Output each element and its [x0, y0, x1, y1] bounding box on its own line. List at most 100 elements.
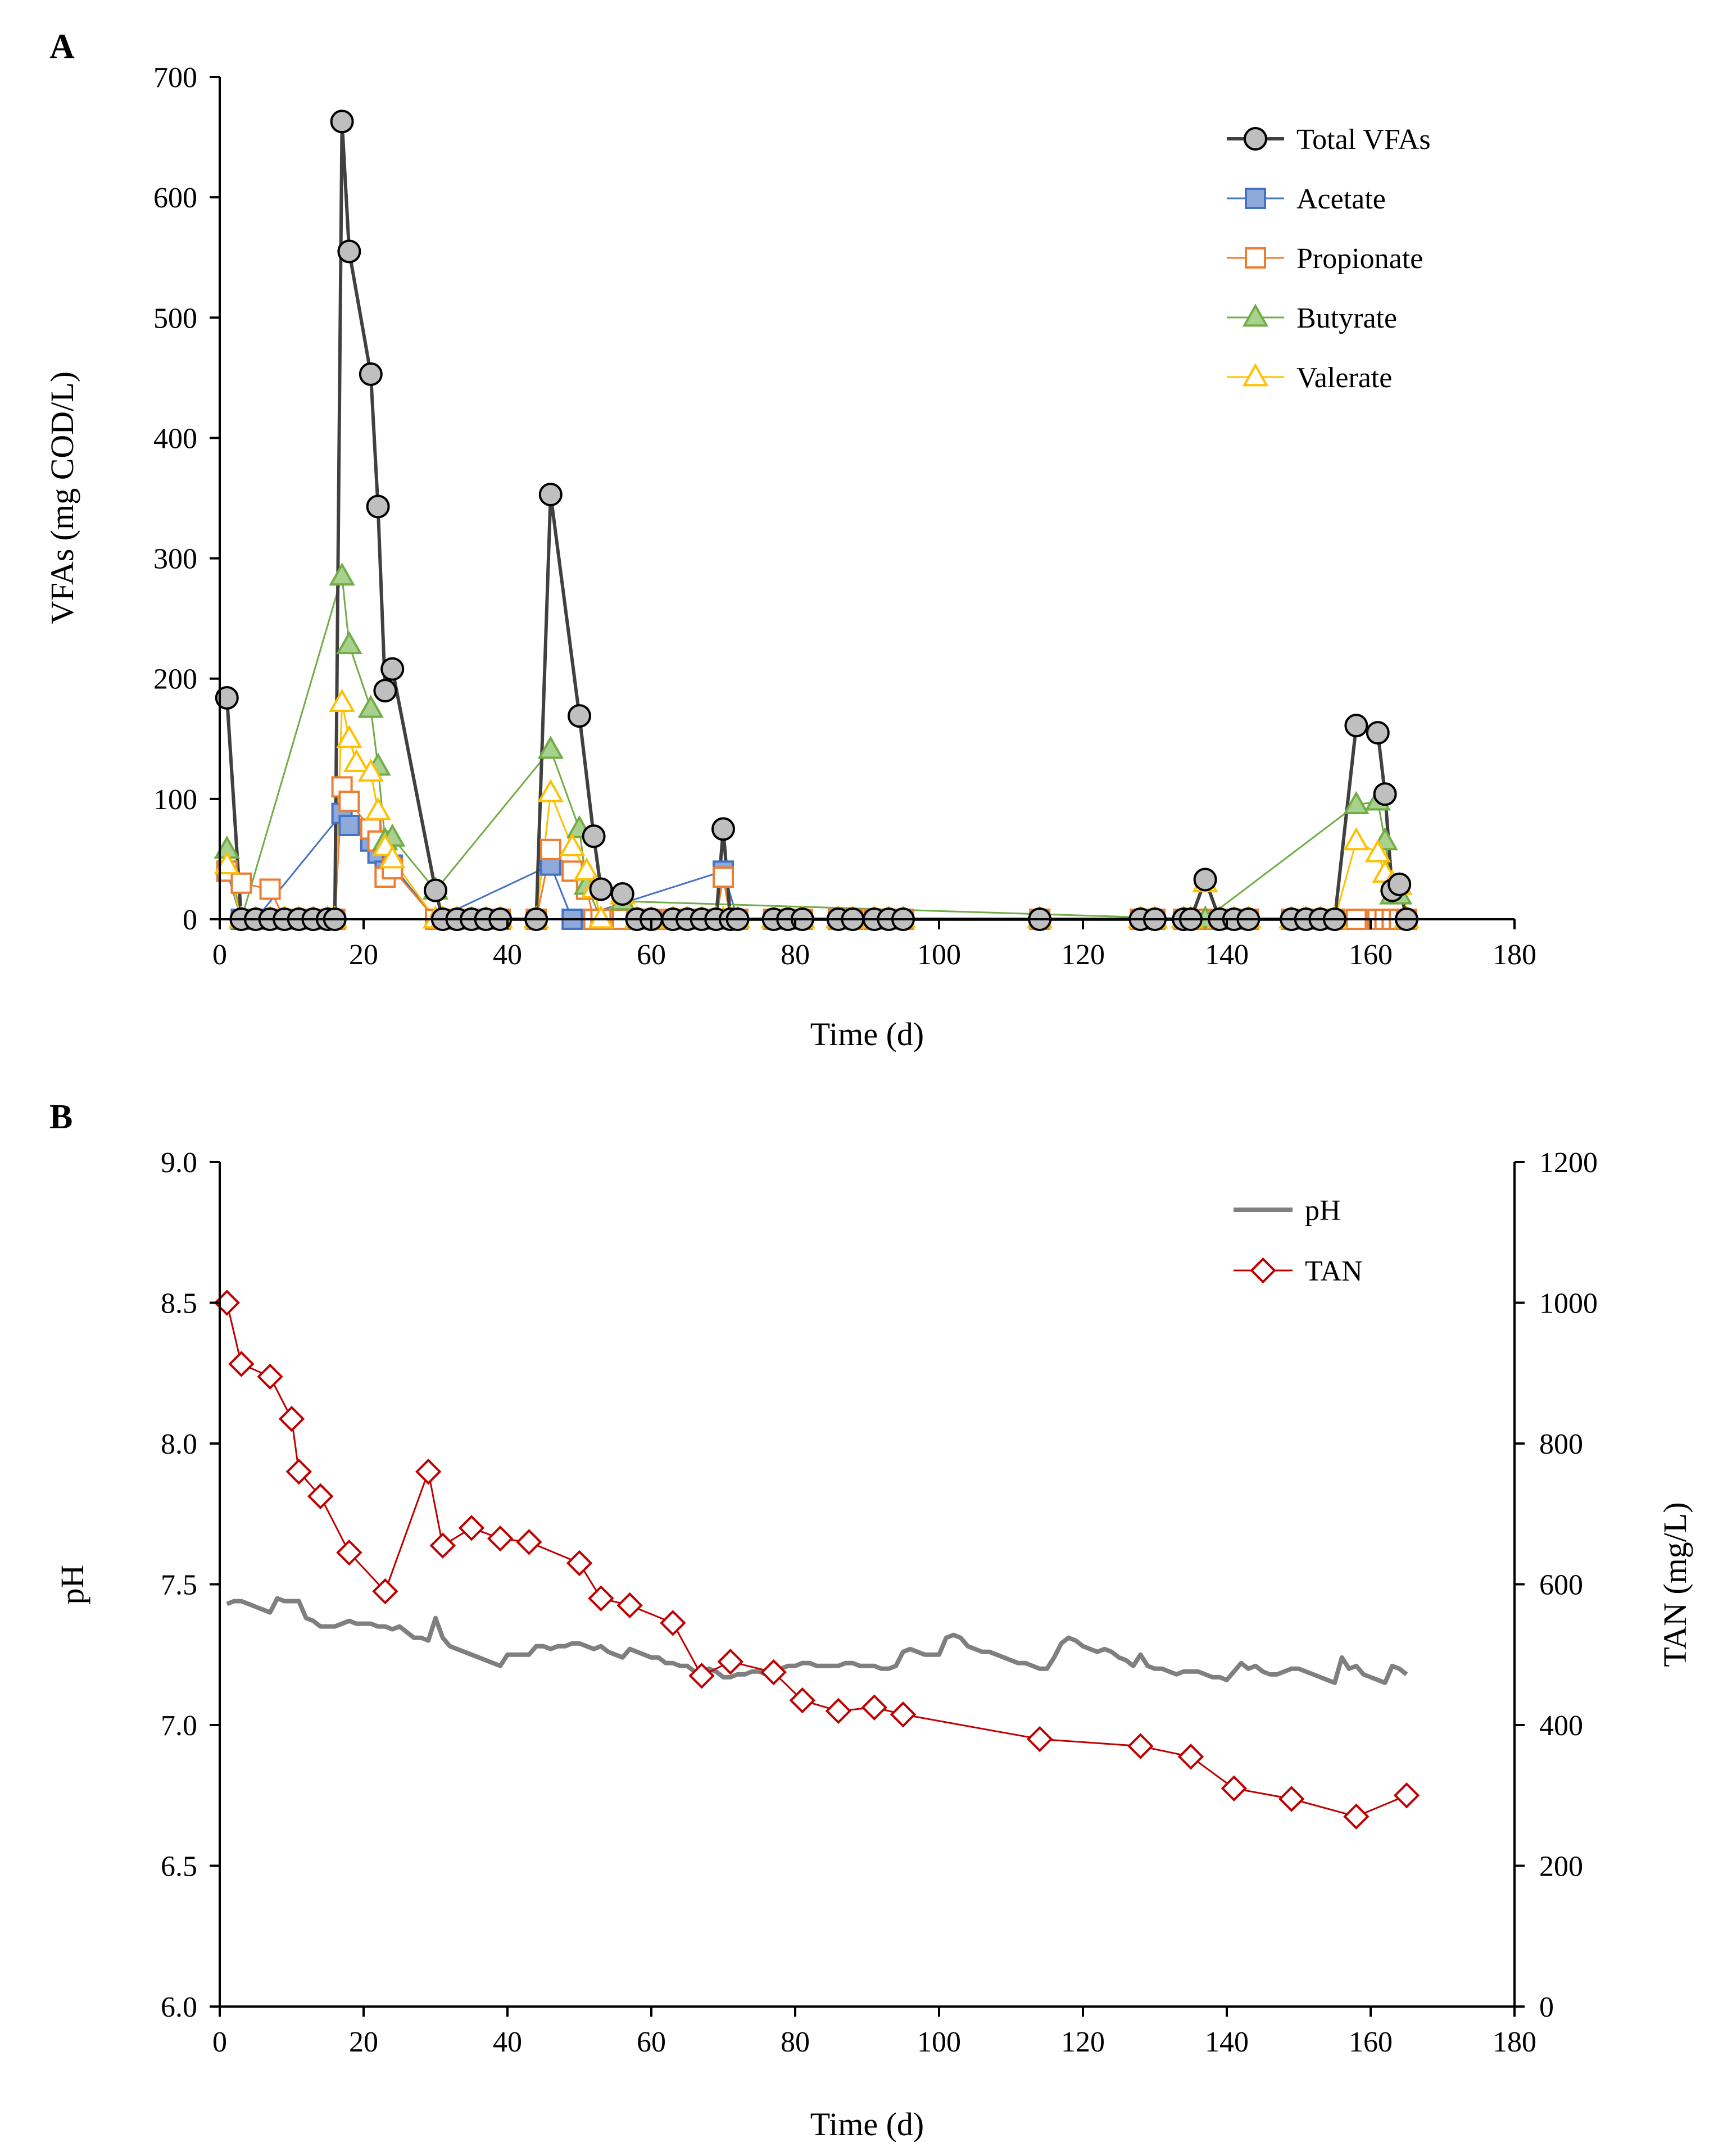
legend-label: Total VFAs	[1296, 124, 1431, 156]
legend-label: Acetate	[1296, 183, 1386, 215]
point-total-vfas	[610, 882, 634, 906]
point-tan	[1278, 1786, 1305, 1812]
point-propionate	[539, 838, 561, 860]
point-valerate	[329, 688, 355, 712]
point-tan	[1127, 1733, 1154, 1759]
point-total-vfas	[568, 704, 591, 728]
y2-tick-label: 400	[1539, 1710, 1583, 1742]
point-valerate	[588, 905, 614, 929]
y-tick-label: 700	[153, 62, 197, 94]
point-tan	[257, 1363, 283, 1390]
point-tan	[487, 1525, 514, 1552]
point-tan	[372, 1578, 398, 1605]
point-valerate	[357, 758, 384, 782]
point-total-vfas	[373, 679, 397, 703]
y-tick-label: 6.5	[161, 1851, 197, 1883]
series-ph	[226, 1596, 1408, 1685]
point-valerate	[336, 725, 362, 748]
legend-item-total-vfas: Total VFAs	[1227, 124, 1431, 156]
point-valerate	[537, 779, 564, 802]
panel-a-legend: Total VFAs Acetate Propionate Butyrate Valer…	[1227, 124, 1431, 394]
point-total-vfas	[589, 877, 613, 901]
x-tick-label: 120	[1061, 2026, 1105, 2058]
x-tick-label: 20	[349, 939, 378, 971]
x-tick-label: 100	[917, 939, 961, 971]
point-total-vfas	[582, 824, 606, 848]
series-tan	[214, 1290, 1420, 1830]
y-tick-label: 7.5	[161, 1569, 197, 1601]
panel-a-y-ticks: 0 100 200 300 400 500 600 700	[153, 62, 220, 936]
y-tick-label: 200	[153, 664, 197, 696]
y-tick-label: 6.0	[161, 1991, 197, 2023]
x-tick-label: 80	[781, 939, 810, 971]
point-total-vfas	[359, 362, 383, 386]
point-tan	[566, 1550, 593, 1577]
point-tan	[285, 1458, 312, 1485]
panel-b-plot-area	[214, 1290, 1420, 1830]
point-tan	[1393, 1782, 1420, 1809]
point-tan	[458, 1515, 485, 1541]
point-valerate	[573, 857, 600, 880]
point-valerate	[365, 797, 391, 820]
point-total-vfas	[1366, 721, 1390, 745]
panel-b-y-ticks: 6.0 6.5 7.0 7.5 8.0 8.5 9.0	[161, 1147, 220, 2023]
panel-b-y2-ticks: 0 200 400 600 800 1000 1200	[1515, 1147, 1598, 2023]
panel-a-x-axis-label: Time (d)	[810, 1016, 924, 1052]
point-tan	[1221, 1775, 1248, 1801]
legend-marker-propionate	[1245, 247, 1266, 269]
panel-b-label: B	[49, 1098, 72, 1136]
panel-b-y-axis-label: pH	[54, 1565, 90, 1605]
point-tan	[1026, 1726, 1053, 1753]
point-butyrate	[336, 630, 362, 655]
panel-b-y2-axis-label: TAN (mg/L)	[1657, 1502, 1693, 1667]
legend-marker-acetate	[1245, 188, 1266, 209]
point-total-vfas	[711, 817, 735, 841]
point-tan	[717, 1649, 744, 1675]
point-total-vfas	[1344, 714, 1368, 738]
panel-a: A 0 100 200 300 400 500 600 700 0 20 40 60 80 100 120…	[44, 28, 1536, 1052]
y-tick-label: 8.0	[161, 1428, 197, 1460]
legend-label: Propionate	[1296, 243, 1423, 275]
point-tan	[890, 1701, 917, 1728]
legend-marker-total-vfas	[1244, 127, 1267, 151]
point-tan	[688, 1663, 715, 1689]
point-valerate	[559, 833, 586, 856]
point-valerate	[1343, 827, 1370, 851]
x-tick-label: 160	[1349, 2026, 1393, 2058]
point-tan	[789, 1687, 816, 1714]
legend-item-propionate: Propionate	[1227, 243, 1423, 275]
point-tan	[1343, 1803, 1370, 1830]
point-valerate	[1364, 839, 1391, 863]
point-propionate	[259, 878, 281, 900]
y2-tick-label: 200	[1539, 1851, 1583, 1883]
point-butyrate	[329, 562, 355, 586]
point-tan	[278, 1405, 305, 1432]
panel-b-legend: pH TAN	[1234, 1195, 1363, 1287]
point-propionate	[230, 872, 252, 894]
panel-b-x-axis-label: Time (d)	[810, 2106, 924, 2143]
x-tick-label: 40	[493, 939, 522, 971]
panel-b-x-ticks: 0 20 40 60 80 100 120 140 160 180	[212, 2007, 1536, 2058]
series-line-ph	[226, 1596, 1408, 1685]
x-tick-label: 180	[1493, 939, 1536, 971]
point-total-vfas	[380, 657, 405, 681]
y-tick-label: 8.5	[161, 1288, 197, 1320]
legend-marker-valerate	[1242, 363, 1269, 387]
point-total-vfas	[330, 110, 354, 134]
y2-tick-label: 1200	[1539, 1147, 1598, 1179]
x-tick-label: 80	[781, 2026, 810, 2058]
legend-label: Butyrate	[1296, 302, 1397, 334]
point-tan	[228, 1351, 255, 1377]
point-tan	[1177, 1744, 1204, 1770]
legend-label: pH	[1305, 1195, 1341, 1227]
y-tick-label: 9.0	[161, 1147, 197, 1179]
y2-tick-label: 600	[1539, 1569, 1583, 1601]
y-tick-label: 7.0	[161, 1710, 197, 1742]
point-tan	[307, 1483, 334, 1510]
point-valerate	[343, 748, 370, 773]
point-tan	[660, 1610, 686, 1636]
panel-a-label: A	[49, 28, 75, 66]
point-total-vfas	[337, 239, 361, 264]
point-butyrate	[1343, 791, 1370, 814]
y2-tick-label: 0	[1539, 1991, 1554, 2023]
